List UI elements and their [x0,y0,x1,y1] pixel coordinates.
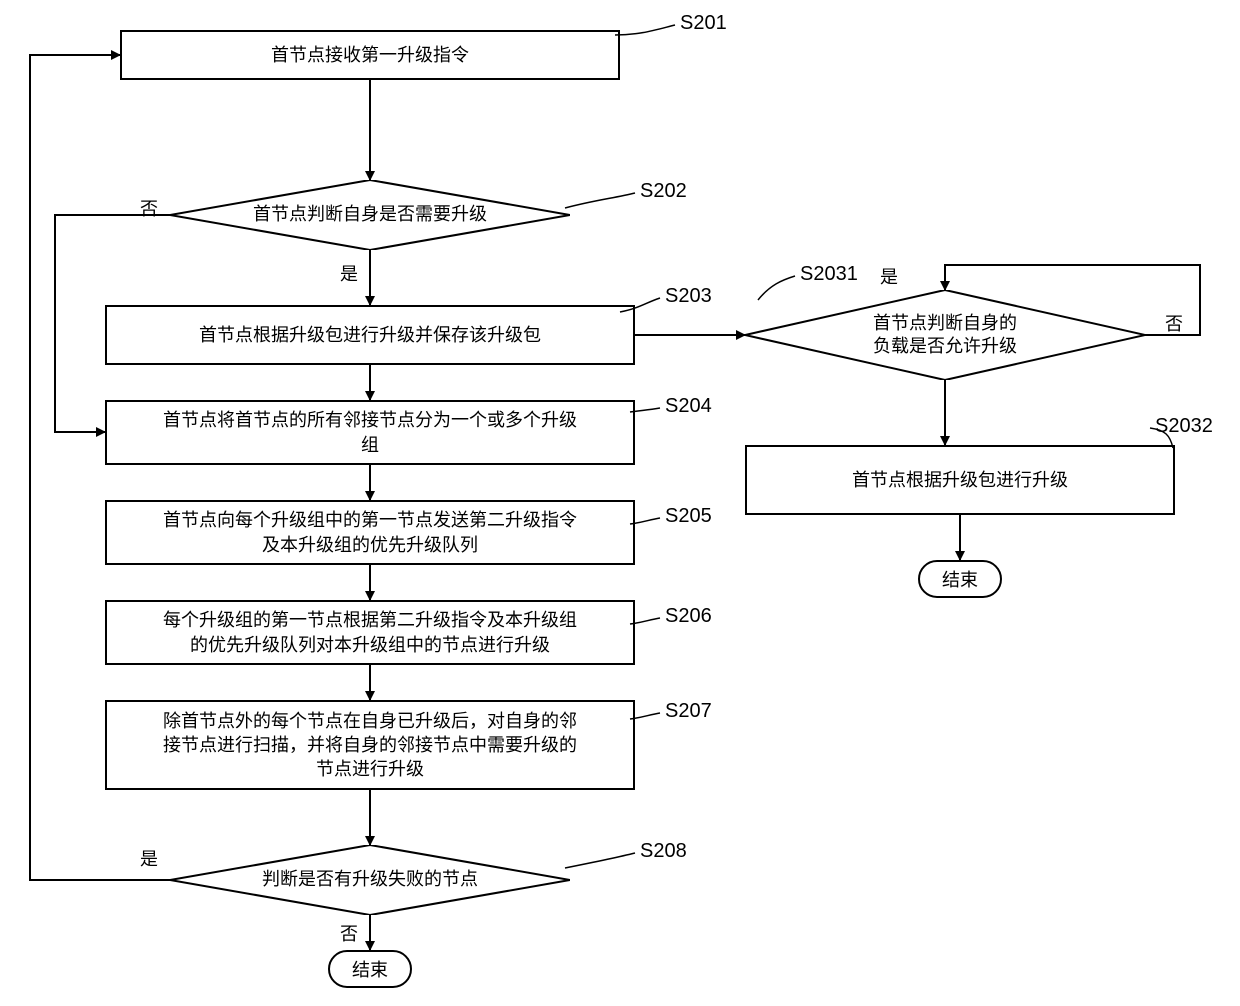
node-s201-text: 首节点接收第一升级指令 [271,43,469,67]
step-label-s2032: S2032 [1155,415,1213,438]
node-s202: 首节点判断自身是否需要升级 [170,180,570,250]
step-label-s208: S208 [640,840,687,863]
step-label-s207: S207 [665,700,712,723]
node-s2032-text: 首节点根据升级包进行升级 [852,468,1068,492]
step-label-s205: S205 [665,505,712,528]
edge-label-s208-yes: 是 [140,845,158,871]
edge-label-s2031-no: 否 [1165,310,1183,336]
node-s203-text: 首节点根据升级包进行升级并保存该升级包 [199,323,541,347]
node-s2032: 首节点根据升级包进行升级 [745,445,1175,515]
node-s204-text: 首节点将首节点的所有邻接节点分为一个或多个升级 组 [163,408,577,457]
step-label-s206: S206 [665,605,712,628]
step-label-s201: S201 [680,12,727,35]
terminal-end-main: 结束 [328,950,412,988]
node-s203: 首节点根据升级包进行升级并保存该升级包 [105,305,635,365]
node-s2031: 首节点判断自身的 负载是否允许升级 [745,290,1145,380]
node-s207: 除首节点外的每个节点在自身已升级后，对自身的邻 接节点进行扫描，并将自身的邻接节… [105,700,635,790]
node-s206: 每个升级组的第一节点根据第二升级指令及本升级组 的优先升级队列对本升级组中的节点… [105,600,635,665]
terminal-end-branch: 结束 [918,560,1002,598]
edge-label-s2031-yes: 是 [880,263,898,289]
edge-label-s202-yes: 是 [340,260,358,286]
node-s205-text: 首节点向每个升级组中的第一节点发送第二升级指令 及本升级组的优先升级队列 [163,508,577,557]
step-label-s202: S202 [640,180,687,203]
node-s208: 判断是否有升级失败的节点 [170,845,570,915]
node-s201: 首节点接收第一升级指令 [120,30,620,80]
terminal-end-main-text: 结束 [352,956,388,982]
node-s207-text: 除首节点外的每个节点在自身已升级后，对自身的邻 接节点进行扫描，并将自身的邻接节… [163,709,577,782]
step-label-s2031: S2031 [800,263,858,286]
node-s204: 首节点将首节点的所有邻接节点分为一个或多个升级 组 [105,400,635,465]
edge-label-s208-no: 否 [340,920,358,946]
edge-label-s202-no: 否 [140,195,158,221]
terminal-end-branch-text: 结束 [942,566,978,592]
step-label-s204: S204 [665,395,712,418]
node-s206-text: 每个升级组的第一节点根据第二升级指令及本升级组 的优先升级队列对本升级组中的节点… [163,608,577,657]
node-s205: 首节点向每个升级组中的第一节点发送第二升级指令 及本升级组的优先升级队列 [105,500,635,565]
step-label-s203: S203 [665,285,712,308]
